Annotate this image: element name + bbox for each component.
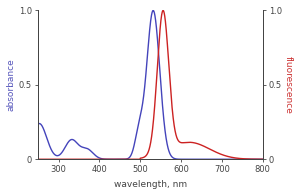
Y-axis label: fluorescence: fluorescence [284,56,293,114]
X-axis label: wavelength, nm: wavelength, nm [114,180,187,189]
Y-axis label: absorbance: absorbance [7,58,16,111]
